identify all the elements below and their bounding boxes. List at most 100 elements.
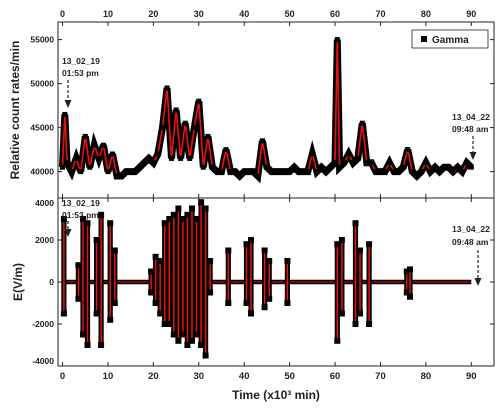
gamma-data-point: [62, 111, 68, 117]
bottom-x-tick-label: 60: [330, 371, 341, 382]
gamma-data-point: [237, 173, 243, 179]
gamma-data-point: [60, 164, 65, 170]
efield-spike-min-point: [366, 321, 373, 327]
gamma-data-point: [378, 169, 383, 175]
gamma-data-point: [309, 151, 315, 157]
gamma-data-point: [450, 169, 456, 175]
gamma-data-point: [105, 169, 111, 175]
gamma-data-point: [464, 160, 470, 166]
gamma-data-point: [100, 142, 106, 148]
efield-spike-max-point: [243, 241, 250, 248]
top-end-time: 09:48 am: [452, 124, 489, 134]
bottom-start-time: 01:53 pm: [62, 210, 99, 220]
bottom-x-tick-label: 70: [375, 371, 386, 382]
efield-spike-min-point: [148, 289, 155, 296]
gamma-data-point: [228, 169, 234, 175]
bottom-end-date: 13_04_22: [452, 224, 490, 234]
top-x-tick-label: 10: [103, 9, 113, 19]
bottom-panel-data: [60, 199, 472, 359]
efield-spike-max-point: [403, 268, 410, 275]
efield-spike-max-point: [107, 220, 114, 227]
bottom-x-tick-label: 10: [103, 371, 114, 382]
top-y-tick-label: 40000: [30, 167, 54, 177]
gamma-data-point: [223, 147, 229, 153]
gamma-data-point: [66, 164, 72, 170]
efield-spike-max-point: [198, 199, 205, 206]
gamma-data-point: [455, 164, 461, 170]
efield-spike-min-point: [193, 331, 200, 338]
top-x-tick-label: 80: [421, 9, 431, 19]
efield-spike-min-point: [166, 321, 173, 327]
efield-spike-min-point: [284, 300, 291, 306]
efield-spike-min-point: [111, 300, 118, 306]
bottom-x-tick-label: 0: [60, 371, 65, 382]
bottom-y-axis-label: E(V/m): [11, 263, 25, 301]
efield-spike-min-point: [175, 337, 182, 344]
efield-spike-min-point: [157, 310, 164, 317]
efield-spike-max-point: [170, 211, 177, 218]
efield-spike-max-point: [248, 237, 254, 243]
top-x-tick-label: 20: [148, 9, 158, 19]
gamma-data-point: [441, 164, 447, 170]
top-x-tick-label: 30: [194, 9, 204, 19]
gamma-data-point: [155, 151, 161, 157]
efield-spike-max-point: [80, 216, 86, 222]
efield-spike-min-point: [407, 293, 413, 300]
efield-spike-max-point: [202, 205, 209, 212]
gamma-data-point: [209, 164, 215, 170]
efield-spike-min-point: [170, 331, 177, 338]
gamma-data-point: [87, 164, 93, 170]
gamma-data-point: [69, 169, 75, 175]
gamma-data-point: [341, 160, 347, 166]
gamma-data-point: [255, 173, 261, 179]
top-y-tick-label: 55000: [30, 35, 54, 45]
gamma-data-point: [259, 138, 265, 144]
bottom-y-axis: -4000 -2000 0 2000 4000: [32, 197, 494, 367]
efield-spike-max-point: [111, 247, 118, 254]
efield-spike-min-point: [243, 300, 250, 306]
bottom-end-arrowhead: [474, 278, 482, 286]
gamma-data-point: [137, 164, 143, 170]
gamma-data-point: [219, 169, 224, 175]
efield-spike-min-point: [152, 300, 159, 306]
efield-spike-max-point: [161, 220, 168, 227]
bottom-x-tick-label: 90: [466, 371, 477, 382]
legend-marker: [421, 36, 427, 42]
efield-spike-min-point: [334, 337, 341, 344]
top-start-date: 13_02_19: [62, 56, 100, 66]
gamma-data-point: [123, 169, 129, 175]
efield-spike-min-point: [248, 310, 254, 317]
efield-spike-max-point: [84, 220, 91, 227]
top-start-arrowhead: [64, 100, 72, 108]
efield-spike-max-point: [152, 253, 159, 260]
gamma-data-point: [382, 169, 388, 175]
top-x-tick-label: 40: [239, 9, 249, 19]
efield-spike-max-point: [284, 258, 291, 264]
gamma-data-point: [160, 125, 165, 131]
gamma-data-point: [291, 164, 297, 170]
efield-spike-max-point: [334, 241, 341, 248]
gamma-data-point: [314, 169, 320, 175]
gamma-data-point: [332, 160, 338, 166]
efield-spike-max-point: [175, 205, 182, 212]
efield-spike-min-point: [84, 342, 91, 348]
gamma-data-point: [110, 151, 115, 157]
gamma-data-point: [169, 155, 174, 161]
efield-spike-max-point: [60, 216, 67, 222]
gamma-data-point: [200, 164, 206, 170]
gamma-data-point: [187, 155, 193, 161]
gamma-data-point: [346, 151, 352, 157]
gamma-data-point: [368, 160, 374, 166]
efield-spike-min-point: [352, 321, 359, 327]
gamma-data-point: [232, 169, 238, 175]
bottom-x-tick-label: 20: [148, 371, 159, 382]
gamma-data-point: [337, 164, 343, 170]
top-start-time: 01:53 pm: [62, 68, 99, 78]
gamma-data-point: [241, 169, 247, 175]
top-x-tick-label: 0: [60, 9, 65, 19]
gamma-data-point: [132, 169, 138, 175]
bottom-y-tick-label: 2000: [35, 235, 54, 245]
bottom-y-tick-label: 4000: [35, 198, 54, 208]
gamma-data-point: [273, 169, 279, 175]
gamma-data-point: [264, 164, 270, 170]
